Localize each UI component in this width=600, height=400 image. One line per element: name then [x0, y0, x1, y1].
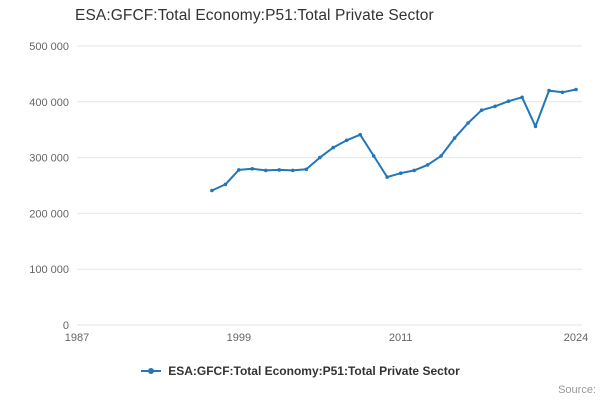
data-point-marker[interactable] [237, 168, 241, 172]
data-point-marker[interactable] [358, 132, 363, 137]
data-point-marker[interactable] [479, 108, 484, 112]
data-point-marker[interactable] [533, 124, 538, 129]
y-axis-tick-label: 100 000 [29, 264, 69, 276]
data-point-marker[interactable] [264, 168, 268, 173]
x-axis-tick-label: 1999 [227, 332, 251, 344]
source-label: Source: [558, 384, 596, 396]
data-point-marker[interactable] [439, 154, 443, 158]
y-axis-tick-label: 400 000 [29, 97, 69, 109]
legend-line-marker-icon [141, 368, 162, 374]
data-point-marker[interactable] [547, 88, 551, 93]
data-point-marker[interactable] [493, 104, 497, 109]
data-point-marker[interactable] [291, 168, 295, 173]
legend-item[interactable]: ESA:GFCF:Total Economy:P51:Total Private… [0, 364, 600, 378]
x-axis-tick-label: 2011 [389, 332, 413, 344]
data-point-marker[interactable] [277, 168, 282, 172]
data-point-marker[interactable] [520, 95, 524, 100]
data-point-marker[interactable] [223, 182, 228, 187]
data-point-marker[interactable] [385, 175, 390, 179]
x-axis-tick-label: 1987 [65, 332, 89, 344]
data-point-marker[interactable] [304, 167, 309, 172]
data-point-marker[interactable] [371, 154, 376, 158]
data-point-marker[interactable] [574, 87, 578, 92]
data-point-marker[interactable] [398, 171, 403, 175]
data-point-marker[interactable] [344, 138, 349, 143]
data-point-marker[interactable] [425, 163, 430, 167]
data-point-marker[interactable] [250, 167, 255, 171]
data-point-marker[interactable] [506, 99, 511, 103]
y-axis-tick-label: 0 [63, 320, 69, 332]
data-point-marker[interactable] [318, 155, 322, 160]
x-axis-tick-label: 2024 [564, 332, 588, 344]
y-axis-tick-label: 300 000 [29, 153, 69, 165]
legend-label: ESA:GFCF:Total Economy:P51:Total Private… [168, 364, 460, 378]
y-axis-tick-label: 500 000 [29, 41, 69, 53]
chart-title: ESA:GFCF:Total Economy:P51:Total Private… [75, 7, 434, 24]
y-axis-tick-label: 200 000 [29, 208, 69, 220]
data-point-marker[interactable] [466, 121, 470, 125]
data-point-marker[interactable] [412, 168, 417, 173]
data-point-marker[interactable] [210, 188, 214, 193]
data-point-marker[interactable] [331, 145, 336, 150]
data-point-marker[interactable] [560, 90, 565, 95]
data-point-marker[interactable] [452, 136, 457, 140]
series-line[interactable] [210, 88, 577, 192]
